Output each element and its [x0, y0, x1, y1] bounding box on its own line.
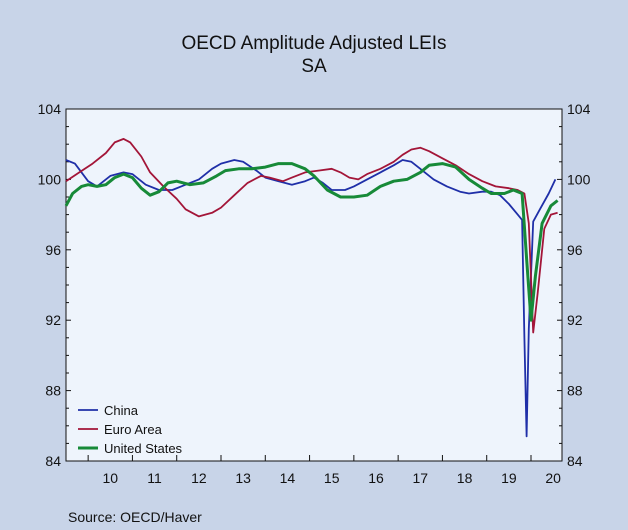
series-line: [65, 138, 558, 334]
y-tick-label-right: 100: [567, 171, 591, 187]
chart-title: OECD Amplitude Adjusted LEIs: [181, 33, 447, 54]
y-tick-label-right: 92: [567, 312, 583, 328]
series-line: [64, 162, 559, 322]
x-tick-label: 18: [457, 470, 473, 486]
x-tick-label: 10: [102, 470, 118, 486]
legend-label: China: [104, 403, 139, 418]
y-tick-label-right: 84: [567, 453, 583, 469]
legend-label: Euro Area: [104, 422, 163, 437]
x-tick-label: 17: [412, 470, 428, 486]
y-tick-label-right: 88: [567, 383, 583, 399]
x-tick-label: 19: [501, 470, 517, 486]
y-tick-label-right: 96: [567, 242, 583, 258]
y-tick-label-left: 84: [45, 453, 61, 469]
y-tick-label-right: 104: [567, 101, 591, 117]
y-tick-label-left: 100: [38, 171, 62, 187]
y-tick-label-left: 92: [45, 312, 61, 328]
legend-label: United States: [104, 441, 183, 456]
x-tick-label: 16: [368, 470, 384, 486]
plot-area: [65, 108, 563, 462]
y-tick-label-left: 88: [45, 383, 61, 399]
x-tick-label: 11: [147, 470, 162, 486]
chart-subtitle: SA: [301, 56, 327, 77]
chart-source: Source: OECD/Haver: [68, 509, 202, 525]
x-tick-label: 15: [324, 470, 340, 486]
x-tick-label: 13: [235, 470, 251, 486]
y-tick-label-left: 104: [38, 101, 62, 117]
y-tick-label-left: 96: [45, 242, 61, 258]
x-tick-label: 12: [191, 470, 207, 486]
x-tick-label: 14: [280, 470, 296, 486]
x-tick-label: 20: [545, 470, 561, 486]
